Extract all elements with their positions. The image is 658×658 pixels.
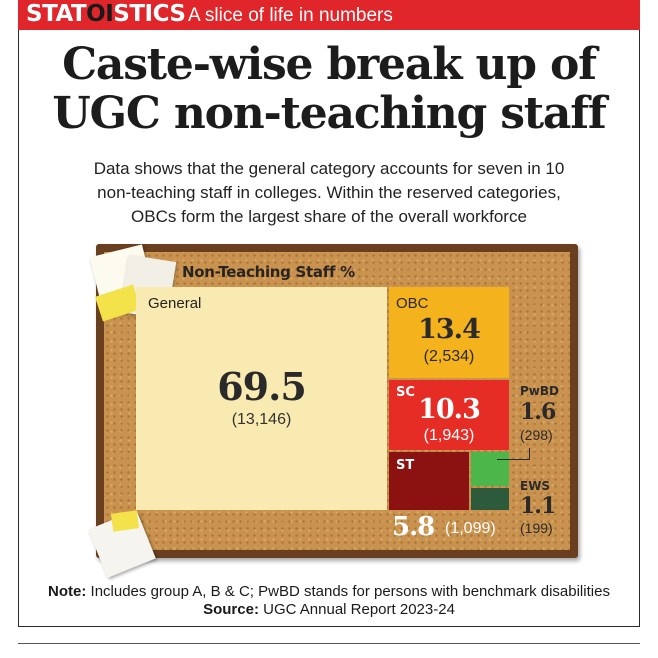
headline-line-1: Caste-wise break up of xyxy=(62,39,597,90)
subtitle-line-2: non-teaching staff in colleges. Within t… xyxy=(97,183,561,202)
divider xyxy=(18,643,640,644)
footnote-text: Includes group A, B & C; PwBD stands for… xyxy=(86,583,610,600)
category-label-obc: OBC xyxy=(396,295,429,312)
footnote-label: Note: xyxy=(48,583,87,600)
count-label-general: (13,146) xyxy=(231,411,292,428)
brand-logo: STATOISTICS xyxy=(26,1,186,27)
tagline: A slice of life in numbers xyxy=(188,5,393,26)
value-label-pwbd: 1.6 xyxy=(520,399,556,425)
subtitle: Data shows that the general category acc… xyxy=(20,157,638,229)
count-label-pwbd: (298) xyxy=(520,427,553,443)
count-label-st: (1,099) xyxy=(445,520,496,537)
value-label-ews: 1.1 xyxy=(520,493,556,519)
graphic-frame xyxy=(18,0,640,627)
count-label-sc: (1,943) xyxy=(423,427,475,444)
source-line: Source: UGC Annual Report 2023-24 xyxy=(20,601,638,618)
category-label-pwbd: PwBD xyxy=(520,384,559,398)
brand-text-accent: OI xyxy=(86,1,114,27)
headline: Caste-wise break up of UGC non-teaching … xyxy=(20,40,638,138)
value-label-general: 69.5 xyxy=(217,364,307,409)
header-bar xyxy=(18,0,640,30)
treemap-cell-general xyxy=(136,287,387,510)
brand-text-start: STAT xyxy=(26,1,87,27)
treemap-cell-ews xyxy=(471,488,509,510)
leader-line-pwbd xyxy=(497,459,530,460)
category-label-st: ST xyxy=(396,458,415,473)
value-label-obc: 13.4 xyxy=(418,314,481,345)
source-text: UGC Annual Report 2023-24 xyxy=(258,601,455,618)
brand-text-end: STICS xyxy=(113,1,186,27)
category-label-general: General xyxy=(148,295,202,312)
treemap-cell-sc xyxy=(389,380,509,450)
headline-line-2: UGC non-teaching staff xyxy=(52,88,607,139)
value-label-sc: 10.3 xyxy=(418,394,481,425)
subtitle-line-1: Data shows that the general category acc… xyxy=(93,159,565,178)
leader-line-pwbd xyxy=(529,448,530,459)
count-label-obc: (2,534) xyxy=(423,348,475,365)
value-label-st: 5.8 xyxy=(392,512,435,542)
chart-title: Non-Teaching Staff % xyxy=(182,263,355,281)
sticky-note-icon xyxy=(110,510,140,532)
count-label-ews: (199) xyxy=(520,520,553,536)
category-label-ews: EWS xyxy=(520,479,551,493)
category-label-sc: SC xyxy=(396,385,415,400)
treemap-cell-pwbd xyxy=(471,452,509,486)
footnote: Note: Includes group A, B & C; PwBD stan… xyxy=(20,583,638,600)
treemap-cell-obc xyxy=(389,287,509,378)
subtitle-line-3: OBCs form the largest share of the overa… xyxy=(131,207,527,226)
source-label: Source: xyxy=(203,601,259,618)
treemap-cell-st xyxy=(389,452,469,510)
